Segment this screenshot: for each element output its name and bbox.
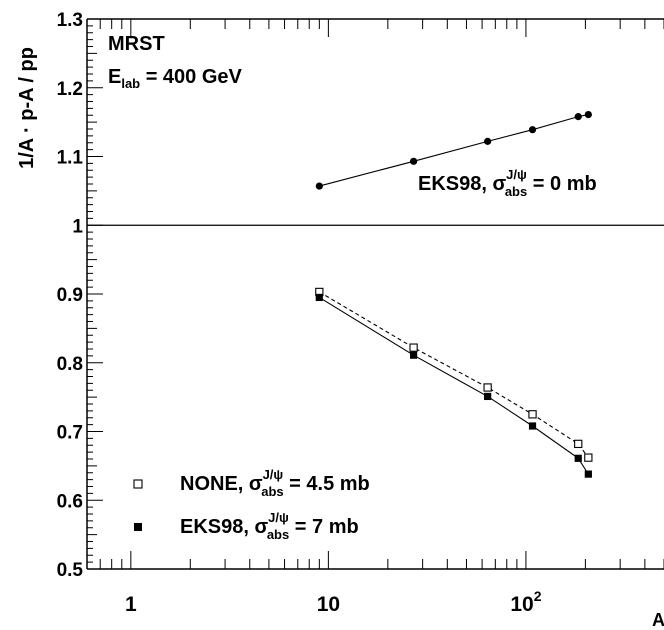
data-point-0 bbox=[574, 113, 582, 121]
data-point-2 bbox=[528, 422, 537, 430]
data-marks bbox=[315, 110, 593, 478]
data-point-1 bbox=[483, 383, 492, 392]
data-point-0 bbox=[409, 157, 418, 165]
y-tick-label: 1 bbox=[72, 216, 83, 237]
x-tick-label: 10 bbox=[317, 593, 340, 616]
plot-frame bbox=[86, 18, 664, 570]
data-point-0 bbox=[315, 182, 323, 190]
series-line-2 bbox=[319, 296, 589, 475]
eks98-0mb-label: EKS98, σJ/ψ abs = 0 mb bbox=[418, 167, 597, 199]
legend-entry: EKS98, σJ/ψ abs = 7 mb bbox=[134, 510, 359, 542]
pdf-label: MRST bbox=[108, 33, 165, 55]
data-point-2 bbox=[409, 351, 418, 359]
series-line-1 bbox=[319, 291, 589, 458]
data-point-1 bbox=[584, 453, 593, 462]
data-point-2 bbox=[315, 293, 323, 302]
legend-marker bbox=[134, 523, 142, 531]
legend-label: NONE, σJ/ψ abs = 4.5 mb bbox=[180, 467, 370, 499]
y-tick-label: 0.9 bbox=[57, 285, 83, 306]
x-tick-label: 102 bbox=[510, 588, 541, 616]
chart-labels: 0.5 0.6 0.7 0.8 0.9 1 1.1 1.2 1.3 1 10 102 A 1/A · p-… bbox=[16, 10, 664, 630]
axis-ticks bbox=[86, 18, 664, 570]
legend-label: EKS98, σJ/ψ abs = 7 mb bbox=[180, 510, 359, 542]
data-point-2 bbox=[584, 470, 592, 478]
y-tick-label: 1.2 bbox=[57, 79, 83, 100]
y-tick-label: 0.8 bbox=[57, 354, 83, 375]
legend-marker bbox=[133, 479, 143, 489]
y-tick-label: 1.3 bbox=[57, 10, 83, 31]
data-point-2 bbox=[574, 454, 582, 462]
y-tick-label: 0.7 bbox=[57, 423, 83, 444]
y-tick-label: 0.5 bbox=[57, 560, 84, 581]
y-tick-label: 1.1 bbox=[57, 148, 84, 169]
data-point-2 bbox=[484, 392, 492, 401]
data-point-0 bbox=[484, 137, 492, 145]
data-point-0 bbox=[584, 110, 592, 119]
data-point-1 bbox=[409, 343, 418, 352]
y-tick-label: 0.6 bbox=[57, 491, 83, 512]
data-point-0 bbox=[528, 126, 537, 134]
data-point-1 bbox=[574, 439, 583, 449]
x-axis-label: A bbox=[652, 610, 664, 630]
x-tick-label: 1 bbox=[125, 593, 137, 616]
data-point-1 bbox=[528, 410, 537, 419]
legend-entry: NONE, σJ/ψ abs = 4.5 mb bbox=[133, 467, 370, 499]
y-axis-label: 1/A · p-A / pp bbox=[16, 47, 38, 169]
energy-label: Elab = 400 GeV bbox=[108, 66, 243, 91]
